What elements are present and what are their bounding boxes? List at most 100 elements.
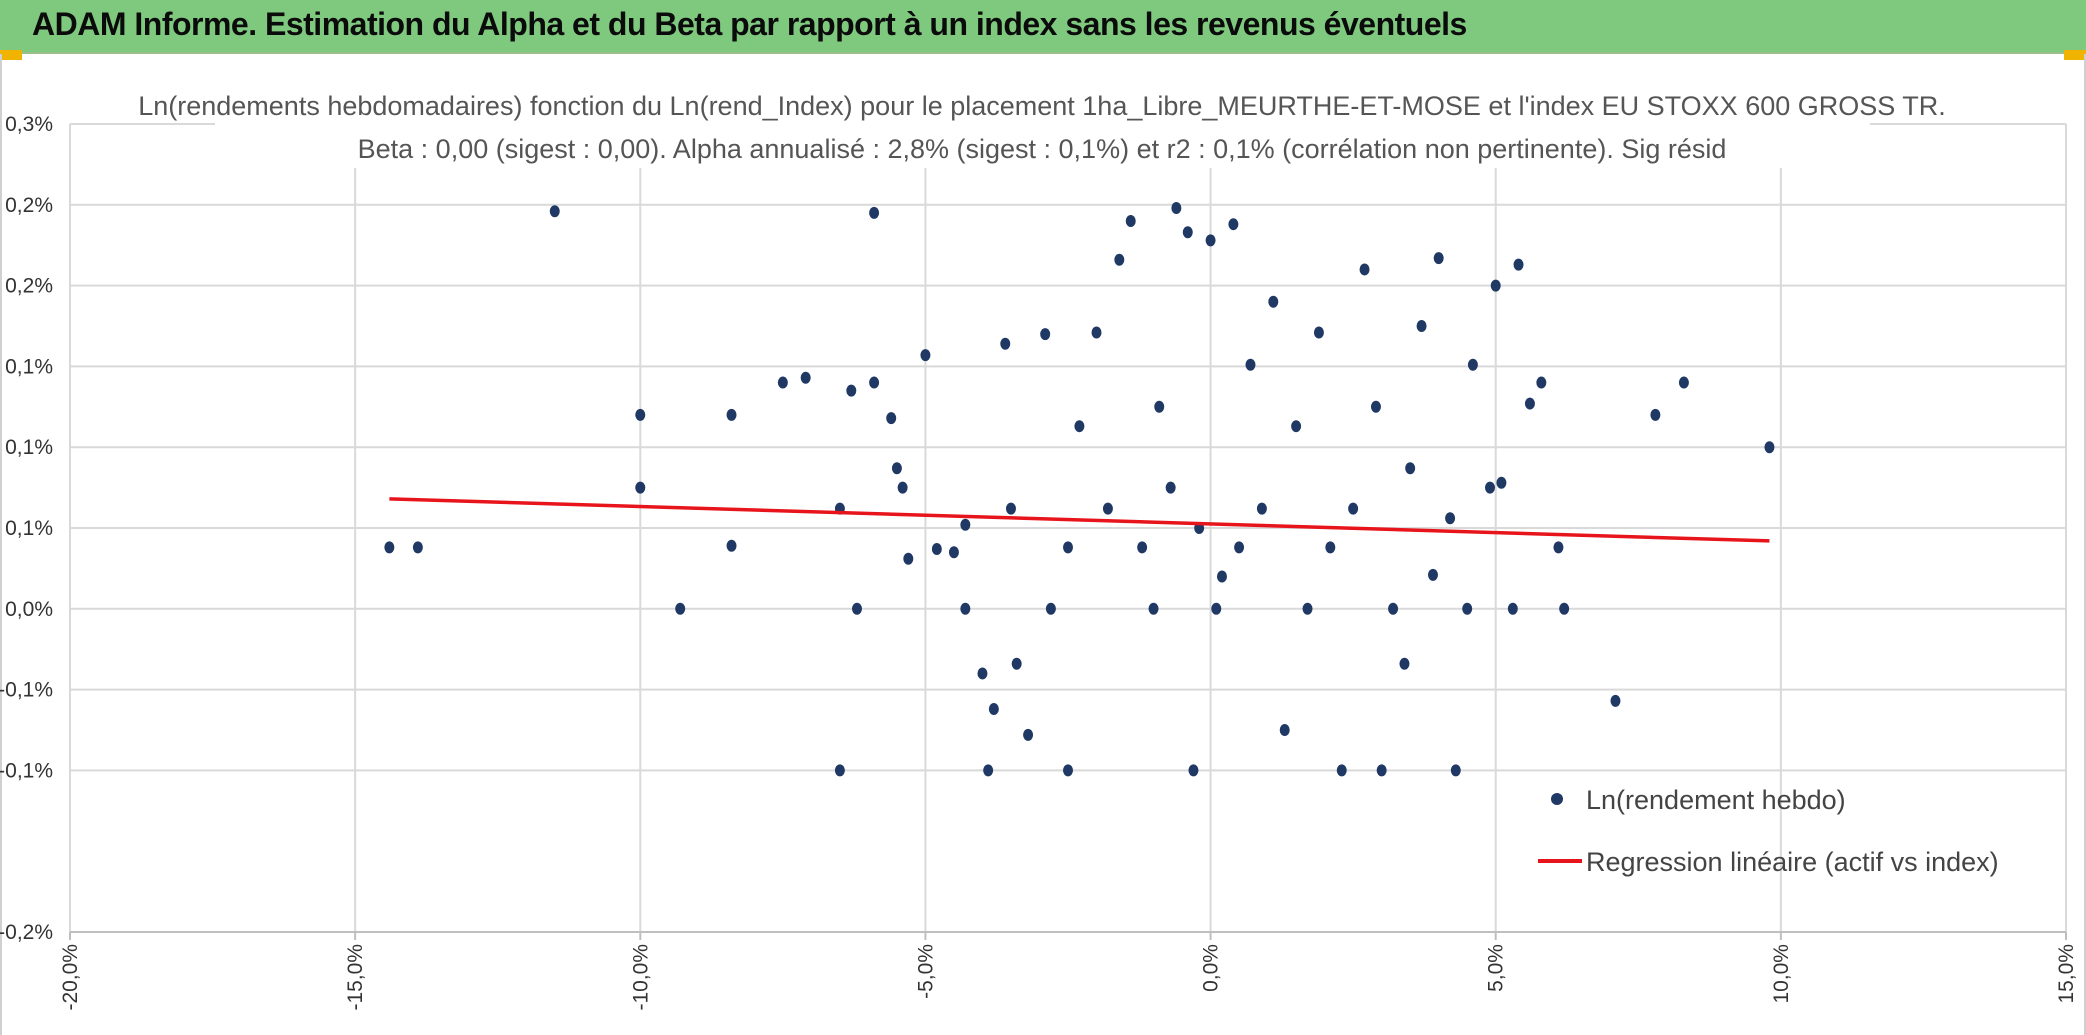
data-point: [726, 408, 737, 421]
data-point: [1325, 541, 1336, 554]
data-point: [1165, 481, 1176, 494]
data-point: [1313, 326, 1324, 339]
data-point: [1216, 570, 1227, 583]
y-tick-label: -0,1%: [0, 679, 53, 702]
data-point: [1045, 602, 1056, 615]
regression-layer: [389, 497, 1770, 543]
chart-title-line2: Beta : 0,00 (sigest : 0,00). Alpha annua…: [358, 134, 1727, 164]
y-tick-label: 0,2%: [5, 275, 53, 298]
data-point: [903, 552, 914, 565]
data-point: [412, 541, 423, 554]
data-point: [1040, 328, 1051, 341]
x-tick-label: 15,0%: [2055, 944, 2078, 1004]
data-point: [1405, 462, 1416, 475]
data-point: [1063, 541, 1073, 554]
data-point: [1650, 408, 1661, 421]
y-tick-label: 0,1%: [5, 517, 53, 540]
data-point: [1433, 252, 1444, 265]
data-point: [960, 602, 971, 615]
data-point: [1496, 476, 1507, 489]
chart-frame: [0, 54, 2086, 1035]
data-point: [1074, 420, 1085, 433]
data-point: [1182, 226, 1193, 239]
data-point: [983, 764, 994, 777]
x-tick-label: 5,0%: [1485, 944, 1508, 992]
data-point: [891, 462, 902, 475]
data-point: [1427, 568, 1438, 581]
data-point: [931, 543, 942, 556]
data-point: [549, 205, 560, 218]
y-tick-label: 0,2%: [5, 194, 53, 217]
data-point: [1125, 214, 1136, 227]
data-point: [1154, 400, 1165, 413]
x-tick-label: 10,0%: [1770, 944, 1793, 1004]
data-point: [384, 541, 395, 554]
data-point: [635, 481, 646, 494]
data-point: [1399, 657, 1410, 670]
data-point: [1678, 376, 1689, 389]
data-point: [1445, 512, 1456, 525]
data-point: [1507, 602, 1518, 615]
data-point: [948, 546, 959, 559]
x-tick-label: -10,0%: [629, 944, 652, 1011]
data-point: [1513, 258, 1524, 271]
chart-title-line1: Ln(rendements hebdomadaires) fonction du…: [138, 91, 1946, 121]
data-point: [800, 371, 811, 384]
data-point: [869, 376, 880, 389]
data-point: [1388, 602, 1399, 615]
regression-line: [389, 497, 1770, 543]
data-point: [920, 349, 931, 362]
data-point: [1228, 218, 1239, 231]
data-point: [1376, 764, 1387, 777]
data-point: [834, 764, 845, 777]
data-point: [1005, 502, 1016, 515]
data-point: [635, 408, 646, 421]
data-point: [897, 481, 908, 494]
corner-marker-left: [0, 50, 22, 60]
data-point: [1114, 253, 1125, 266]
data-point: [1370, 400, 1381, 413]
data-point: [869, 206, 880, 219]
data-point: [1279, 724, 1290, 736]
data-point: [1302, 602, 1313, 615]
data-point: [675, 602, 686, 615]
data-point: [1336, 764, 1347, 777]
legend: Ln(rendement hebdo) Regression linéaire …: [1538, 785, 1999, 877]
data-point: [1416, 320, 1427, 332]
report-header: ADAM Informe. Estimation du Alpha et du …: [0, 0, 2086, 54]
data-point: [1450, 764, 1461, 777]
data-point: [777, 376, 788, 389]
data-point: [1610, 694, 1621, 707]
x-tick-label: -20,0%: [59, 944, 82, 1011]
data-point: [977, 667, 988, 680]
y-tick-label: 0,1%: [5, 355, 53, 378]
data-point: [1536, 376, 1547, 389]
data-point: [1000, 337, 1011, 350]
y-tick-label: -0,2%: [0, 921, 53, 944]
data-point: [1211, 602, 1222, 615]
data-point: [1485, 481, 1496, 494]
data-point: [1234, 541, 1245, 554]
data-point: [726, 539, 737, 552]
x-tick-label: -5,0%: [914, 944, 937, 999]
data-point: [1524, 397, 1535, 410]
data-point: [1268, 295, 1279, 308]
data-point: [851, 602, 862, 615]
data-point: [1171, 202, 1182, 215]
data-point: [886, 412, 897, 425]
data-point: [1359, 263, 1370, 276]
data-point: [1063, 764, 1073, 777]
data-point: [1091, 326, 1102, 339]
data-point: [988, 702, 999, 715]
data-point: [1011, 657, 1022, 670]
data-point: [1291, 420, 1302, 433]
legend-label-regression: Regression linéaire (actif vs index): [1586, 847, 1999, 877]
y-tick-label: 0,3%: [5, 113, 53, 136]
data-point: [1553, 541, 1564, 554]
title-background: [215, 90, 1870, 168]
data-point: [1467, 358, 1478, 371]
data-point: [1148, 602, 1159, 615]
data-point: [1348, 502, 1359, 515]
legend-marker-points: [1551, 793, 1563, 805]
